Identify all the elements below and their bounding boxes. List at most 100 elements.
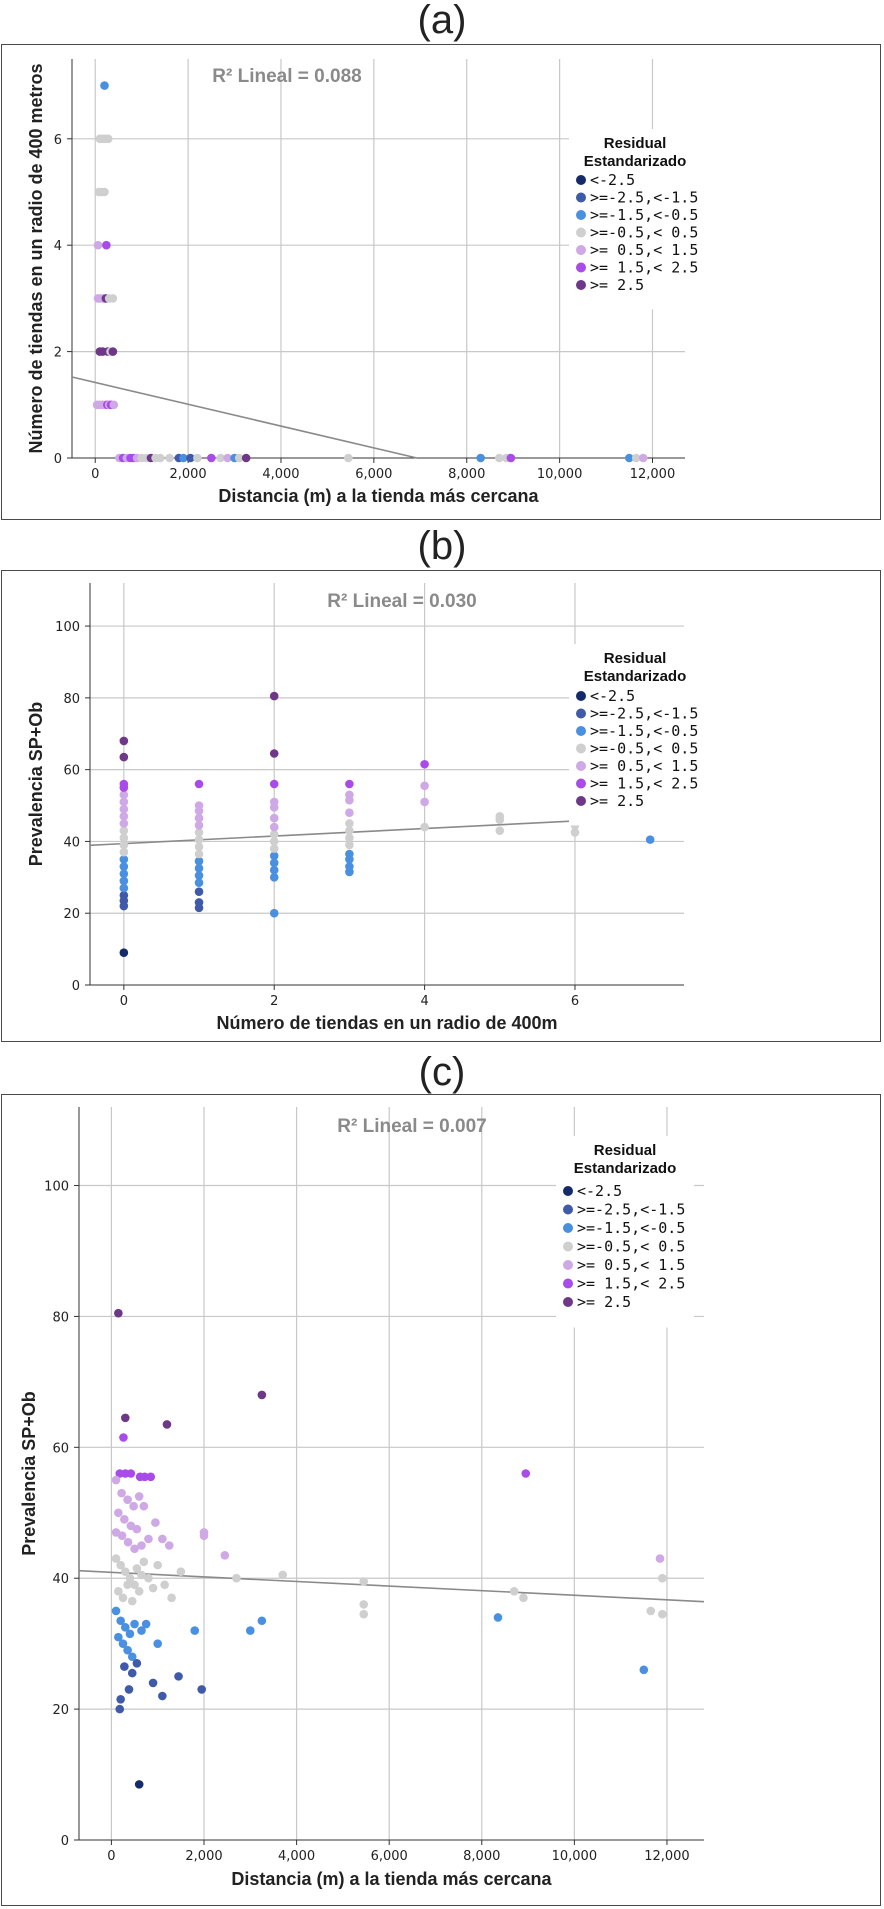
data-point bbox=[119, 890, 129, 900]
data-point bbox=[108, 294, 118, 303]
r-squared-annotation: R² Lineal = 0.088 bbox=[212, 66, 361, 87]
data-point bbox=[141, 1619, 151, 1629]
data-point bbox=[119, 847, 129, 857]
regression-line bbox=[78, 1569, 705, 1603]
legend-item-label: >=-2.5,<-1.5 bbox=[590, 189, 698, 207]
legend-title: Estandarizado bbox=[584, 153, 687, 170]
y-tick-label: 100 bbox=[55, 620, 80, 635]
data-point bbox=[494, 453, 504, 463]
x-tick-label: 12,000 bbox=[644, 1849, 690, 1864]
legend-item-label: >= 2.5 bbox=[590, 276, 644, 294]
legend-item-label: >=-2.5,<-1.5 bbox=[590, 705, 698, 723]
data-point bbox=[257, 1616, 267, 1626]
legend-item-label: >= 0.5,< 1.5 bbox=[590, 241, 698, 259]
data-point bbox=[269, 844, 279, 853]
data-point bbox=[269, 865, 279, 875]
data-point bbox=[420, 822, 429, 832]
data-point bbox=[521, 1469, 531, 1478]
data-point bbox=[148, 1678, 158, 1688]
data-point bbox=[624, 453, 634, 463]
data-point bbox=[506, 453, 516, 463]
data-point bbox=[144, 1573, 153, 1583]
y-tick-label: 6 bbox=[54, 133, 62, 148]
data-point bbox=[129, 1501, 138, 1511]
data-point bbox=[134, 1492, 144, 1501]
data-point bbox=[102, 240, 111, 250]
data-point bbox=[216, 453, 225, 463]
legend-background bbox=[569, 644, 701, 826]
scatter-chart-a: 0 2,000 4,000 6,000 8,000 10,000 12,000 0 2 4 6 R² … bbox=[26, 59, 701, 506]
y-tick-label: 0 bbox=[72, 979, 80, 994]
legend-marker bbox=[576, 227, 586, 238]
legend-item-label: >=-0.5,< 0.5 bbox=[577, 1238, 685, 1256]
legend-marker bbox=[576, 778, 586, 789]
x-tick-label: 6,000 bbox=[371, 1849, 408, 1864]
data-point bbox=[245, 1626, 255, 1635]
data-point bbox=[420, 781, 429, 791]
scatter-points bbox=[119, 691, 655, 957]
data-point bbox=[120, 1662, 129, 1671]
legend-title: Estandarizado bbox=[584, 668, 687, 685]
data-point bbox=[345, 862, 354, 871]
legend-item-label: >=-0.5,< 0.5 bbox=[590, 224, 698, 242]
x-tick-label: 2,000 bbox=[185, 1849, 222, 1864]
data-point bbox=[114, 1632, 123, 1642]
data-point bbox=[194, 813, 204, 823]
data-point bbox=[257, 1390, 267, 1400]
legend-title: Estandarizado bbox=[574, 1160, 677, 1177]
data-point bbox=[119, 883, 129, 893]
r-squared-annotation: R² Lineal = 0.030 bbox=[327, 591, 476, 612]
data-point bbox=[119, 752, 129, 762]
x-tick-label: 0 bbox=[91, 467, 99, 482]
y-tick-label: 40 bbox=[63, 835, 80, 850]
x-axis-title: Distancia (m) a la tienda más cercana bbox=[218, 486, 539, 506]
legend-item-label: <-2.5 bbox=[577, 1182, 622, 1200]
y-tick-label: 60 bbox=[63, 764, 80, 779]
data-point bbox=[345, 849, 354, 859]
data-point bbox=[638, 453, 648, 463]
data-point bbox=[119, 862, 129, 871]
x-tick-label: 0 bbox=[107, 1849, 115, 1864]
data-point bbox=[194, 898, 204, 907]
data-point bbox=[269, 691, 279, 701]
data-point bbox=[655, 1554, 665, 1563]
x-tick-label: 10,000 bbox=[552, 1849, 598, 1864]
y-tick-label: 0 bbox=[54, 452, 62, 467]
data-point bbox=[119, 819, 129, 828]
x-tick-label: 6,000 bbox=[355, 467, 392, 482]
legend-marker bbox=[576, 280, 586, 290]
data-point bbox=[234, 453, 244, 463]
legend-marker bbox=[576, 726, 586, 736]
data-point bbox=[119, 833, 129, 843]
data-point bbox=[130, 1619, 139, 1629]
x-tick-label: 8,000 bbox=[448, 467, 485, 482]
data-point bbox=[114, 1587, 123, 1596]
data-point bbox=[153, 1639, 163, 1648]
legend-marker bbox=[563, 1297, 573, 1307]
x-tick-label: 0 bbox=[120, 994, 128, 1009]
data-point bbox=[108, 347, 118, 356]
legend-marker bbox=[576, 192, 586, 203]
x-tick-label: 2,000 bbox=[169, 467, 206, 482]
data-point bbox=[158, 1534, 167, 1544]
y-axis-title: Número de tiendas en un radio de 400 met… bbox=[26, 63, 46, 453]
data-point bbox=[116, 1694, 125, 1704]
data-point bbox=[220, 1551, 230, 1560]
data-point bbox=[658, 1609, 667, 1619]
y-tick-label: 100 bbox=[44, 1180, 69, 1195]
legend-marker bbox=[563, 1223, 573, 1233]
data-point bbox=[344, 453, 353, 463]
data-point bbox=[194, 801, 204, 810]
data-point bbox=[125, 1629, 135, 1639]
data-point bbox=[100, 187, 109, 197]
y-tick-label: 0 bbox=[61, 1834, 69, 1849]
legend-marker bbox=[576, 761, 586, 771]
data-point bbox=[120, 1413, 130, 1423]
x-axis-title: Número de tiendas en un radio de 400m bbox=[216, 1013, 557, 1033]
data-point bbox=[631, 453, 641, 463]
data-point bbox=[93, 240, 103, 250]
legend-marker bbox=[576, 743, 586, 754]
y-tick-label: 4 bbox=[54, 239, 62, 254]
data-point bbox=[119, 736, 129, 746]
legend-marker bbox=[563, 1278, 573, 1289]
